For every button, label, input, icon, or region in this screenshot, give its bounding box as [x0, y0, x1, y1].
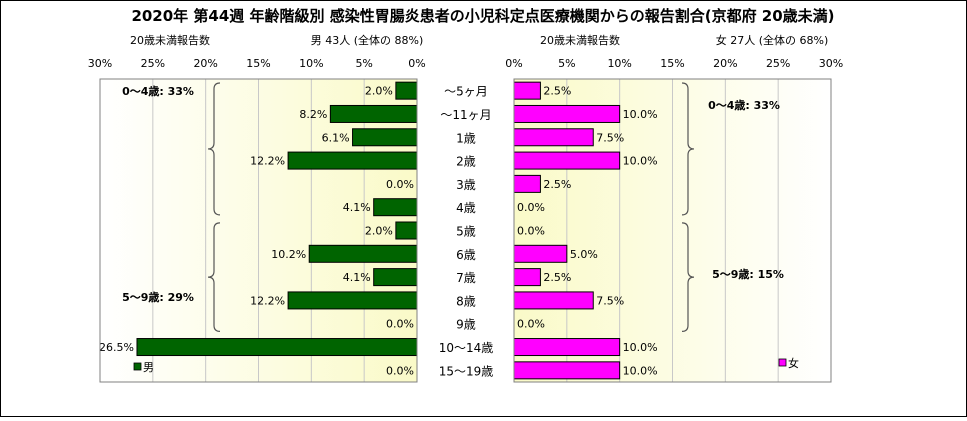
female-data-label: 0.0%	[517, 201, 545, 214]
female-bracket-label: 0～4歳: 33%	[708, 98, 780, 112]
female-legend-label: 女	[788, 356, 799, 370]
category-label: 9歳	[456, 318, 476, 332]
male-legend-swatch	[133, 362, 142, 371]
female-data-label: 0.0%	[517, 225, 545, 238]
male-x-tick-label: 20%	[193, 57, 217, 70]
female-data-label: 7.5%	[596, 294, 624, 307]
category-label: 2歳	[456, 155, 476, 169]
male-x-tick-label: 5%	[355, 57, 372, 70]
male-subtitle-right: 男 43人 (全体の 88%)	[311, 33, 424, 47]
male-data-label: 0.0%	[386, 364, 414, 377]
category-label: 15～19歳	[439, 364, 494, 378]
female-data-label: 10.0%	[623, 108, 658, 121]
male-data-label: 4.1%	[343, 271, 371, 284]
category-label: ～5ヶ月	[444, 85, 488, 99]
category-label: 7歳	[456, 271, 476, 285]
female-bar	[513, 104, 621, 123]
male-bracket-label: 0～4歳: 33%	[122, 84, 194, 98]
category-label: 4歳	[456, 201, 476, 215]
female-x-tick-label: 30%	[819, 57, 843, 70]
female-panel: 0% 5% 10% 15% 20% 25% 30% 2.5% 10.0% 7.5% 10.0% 2.5…	[505, 57, 843, 383]
male-plot-border	[99, 78, 418, 383]
male-bar	[373, 198, 418, 217]
category-label: 3歳	[456, 178, 476, 192]
category-label: 1歳	[456, 131, 476, 145]
male-data-label: 8.2%	[299, 108, 327, 121]
male-data-label: 12.2%	[250, 294, 285, 307]
female-plot-border	[513, 78, 832, 383]
female-x-tick-label: 15%	[660, 57, 684, 70]
male-data-label: 4.1%	[343, 201, 371, 214]
male-data-label: 26.5%	[99, 341, 134, 354]
male-bar	[287, 151, 418, 170]
male-bar	[395, 81, 418, 100]
female-data-label: 7.5%	[596, 131, 624, 144]
category-label: 10～14歳	[439, 341, 494, 355]
female-subtitle-left: 20歳未満報告数	[540, 34, 620, 47]
male-subtitle-left: 20歳未満報告数	[130, 34, 210, 47]
female-bracket-label: 5～9歳: 15%	[712, 267, 784, 281]
female-bar	[513, 361, 621, 380]
male-bracket-0-4	[207, 82, 221, 216]
male-x-tick-label: 25%	[141, 57, 165, 70]
female-bar	[513, 174, 541, 193]
female-bracket-0-4	[681, 82, 695, 216]
male-data-label: 12.2%	[250, 155, 285, 168]
female-x-tick-label: 0%	[505, 57, 522, 70]
male-data-label: 10.2%	[271, 248, 306, 261]
female-bracket-5-9	[681, 222, 695, 332]
female-bar	[513, 291, 594, 310]
female-data-label: 2.5%	[543, 85, 571, 98]
female-bar	[513, 244, 568, 263]
male-bar	[136, 338, 418, 357]
female-x-tick-label: 20%	[713, 57, 737, 70]
chart-title: 2020年 第44週 年齢階級別 感染性胃腸炎患者の小児科定点医療機関からの報告…	[131, 7, 834, 25]
category-label: 6歳	[456, 248, 476, 262]
female-x-tick-label: 25%	[766, 57, 790, 70]
female-bar	[513, 128, 594, 147]
male-x-tick-label: 0%	[408, 57, 425, 70]
female-data-label: 2.5%	[543, 178, 571, 191]
male-x-tick-label: 10%	[299, 57, 323, 70]
male-data-label: 0.0%	[386, 178, 414, 191]
female-legend-swatch	[778, 358, 787, 367]
male-bar	[352, 128, 418, 147]
male-bar	[373, 268, 418, 287]
female-data-label: 0.0%	[517, 318, 545, 331]
male-data-label: 2.0%	[365, 85, 393, 98]
male-bar	[395, 221, 418, 240]
category-label: 8歳	[456, 294, 476, 308]
male-bracket-label: 5～9歳: 29%	[122, 290, 194, 304]
female-bar	[513, 81, 541, 100]
male-legend-label: 男	[143, 361, 154, 374]
female-x-tick-label: 5%	[558, 57, 575, 70]
male-bar	[329, 104, 418, 123]
male-x-tick-label: 30%	[88, 57, 112, 70]
female-data-label: 5.0%	[570, 248, 598, 261]
male-bracket-5-9	[207, 222, 221, 332]
male-data-label: 2.0%	[365, 225, 393, 238]
female-data-label: 2.5%	[543, 271, 571, 284]
male-bar	[287, 291, 418, 310]
female-x-tick-label: 10%	[607, 57, 631, 70]
male-panel: 30% 25% 20% 15% 10% 5% 0% 2.0% 8.2% 6.1% 12.2% 0.0%…	[88, 57, 426, 383]
female-data-label: 10.0%	[623, 341, 658, 354]
female-bar	[513, 268, 541, 287]
female-data-label: 10.0%	[623, 155, 658, 168]
category-labels: ～5ヶ月 ～11ヶ月 1歳 2歳 3歳 4歳 5歳 6歳 7歳 8歳 9歳 10～14歳 15～19歳	[439, 85, 494, 379]
female-subtitle-right: 女 27人 (全体の 68%)	[716, 33, 829, 47]
male-data-label: 0.0%	[386, 318, 414, 331]
category-label: 5歳	[456, 225, 476, 239]
male-data-label: 6.1%	[322, 131, 350, 144]
category-label: ～11ヶ月	[440, 108, 491, 122]
male-bar	[308, 244, 418, 263]
male-x-tick-label: 15%	[246, 57, 270, 70]
female-bar	[513, 338, 621, 357]
female-bar	[513, 151, 621, 170]
female-data-label: 10.0%	[623, 364, 658, 377]
